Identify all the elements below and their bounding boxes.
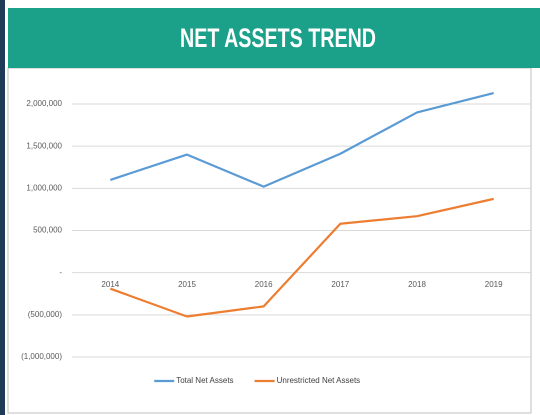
x-tick-label: 2018	[408, 280, 426, 289]
y-tick-label: (500,000)	[28, 310, 63, 319]
y-tick-label: (1,000,000)	[21, 352, 62, 361]
side-strip	[0, 0, 5, 415]
x-tick-label: 2016	[255, 280, 273, 289]
chart-title: NET ASSETS TREND	[180, 23, 376, 53]
y-tick-label: 1,500,000	[26, 141, 62, 150]
y-tick-label: 2,000,000	[26, 99, 62, 108]
chart-frame	[7, 67, 532, 414]
y-tick-label: -	[59, 268, 62, 277]
x-tick-label: 2019	[485, 280, 503, 289]
x-tick-label: 2014	[101, 280, 119, 289]
legend-label: Total Net Assets	[176, 376, 233, 385]
y-tick-label: 500,000	[33, 226, 62, 235]
header-bar	[8, 8, 540, 68]
y-tick-label: 1,000,000	[26, 183, 62, 192]
x-tick-label: 2015	[178, 280, 196, 289]
x-tick-label: 2017	[331, 280, 349, 289]
series-line	[109, 197, 494, 318]
series-line	[109, 91, 494, 188]
legend-label: Unrestricted Net Assets	[277, 376, 361, 385]
